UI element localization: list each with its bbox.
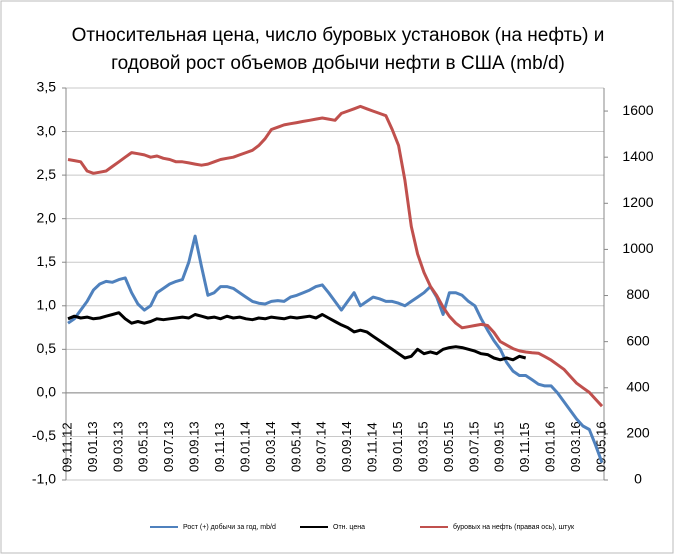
x-tick-label: 09.09.15: [492, 421, 507, 472]
y-tick-label: 1,5: [37, 253, 57, 269]
legend-label: буровых на нефть (правая ось), штук: [453, 523, 575, 531]
x-tick-label: 09.11.14: [365, 422, 380, 472]
y-tick-label: 3,5: [37, 79, 57, 95]
y2-tick-label: 1600: [622, 102, 653, 118]
y2-tick-label: 800: [626, 286, 650, 302]
y2-tick-label: 1200: [622, 194, 653, 210]
x-tick-label: 09.01.14: [237, 421, 252, 472]
series-line: [67, 234, 604, 464]
y2-tick-label: 1000: [622, 240, 653, 256]
x-tick-label: 09.09.14: [339, 421, 354, 472]
y-tick-label: -0,5: [32, 427, 56, 443]
x-tick-label: 09.11.12: [59, 422, 74, 472]
series-line: [67, 311, 527, 362]
x-tick-label: 09.05.16: [593, 421, 608, 472]
x-tick-label: 09.03.16: [568, 421, 583, 472]
y-tick-label: 2,0: [37, 209, 57, 225]
x-tick-label: 09.01.13: [85, 421, 100, 472]
chart-title: годовой рост объемов добычи нефти в США …: [111, 53, 565, 74]
legend-label: Рост (+) добычи за год, mb/d: [183, 523, 276, 531]
x-tick-label: 09.07.14: [314, 421, 329, 472]
x-tick-label: 09.03.14: [263, 421, 278, 472]
y-tick-label: 3,0: [37, 122, 57, 138]
x-tick-label: 09.07.13: [161, 421, 176, 472]
y2-tick-label: 200: [626, 425, 650, 441]
x-tick-label: 09.01.15: [390, 421, 405, 472]
y2-tick-label: 1400: [622, 148, 653, 164]
y-tick-label: 0,0: [37, 384, 57, 400]
x-tick-label: 09.03.15: [415, 421, 430, 472]
x-tick-label: 09.07.15: [466, 421, 481, 472]
series-line: [67, 104, 604, 408]
x-tick-label: 09.05.15: [441, 421, 456, 472]
chart-title: Относительная цена, число буровых устано…: [72, 25, 605, 46]
y-tick-label: -1,0: [32, 471, 56, 487]
x-tick-label: 09.11.13: [212, 422, 227, 472]
x-tick-label: 09.05.13: [136, 421, 151, 472]
y2-tick-label: 600: [626, 332, 650, 348]
x-tick-label: 09.11.15: [517, 422, 532, 472]
y2-tick-label: 400: [626, 378, 650, 394]
x-tick-label: 09.01.16: [543, 421, 558, 472]
y2-tick-label: 0: [634, 471, 642, 487]
y-tick-label: 1,0: [37, 296, 57, 312]
x-tick-label: 09.03.13: [110, 421, 125, 472]
legend-label: Отн. цена: [333, 524, 365, 531]
y-tick-label: 2,5: [37, 166, 57, 182]
x-tick-label: 09.05.14: [288, 421, 303, 472]
y-tick-label: 0,5: [37, 340, 57, 356]
x-tick-label: 09.09.13: [187, 421, 202, 472]
